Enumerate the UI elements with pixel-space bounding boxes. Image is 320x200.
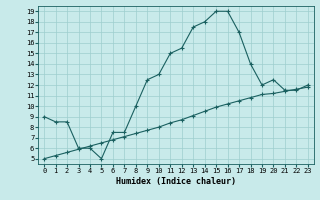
X-axis label: Humidex (Indice chaleur): Humidex (Indice chaleur) (116, 177, 236, 186)
